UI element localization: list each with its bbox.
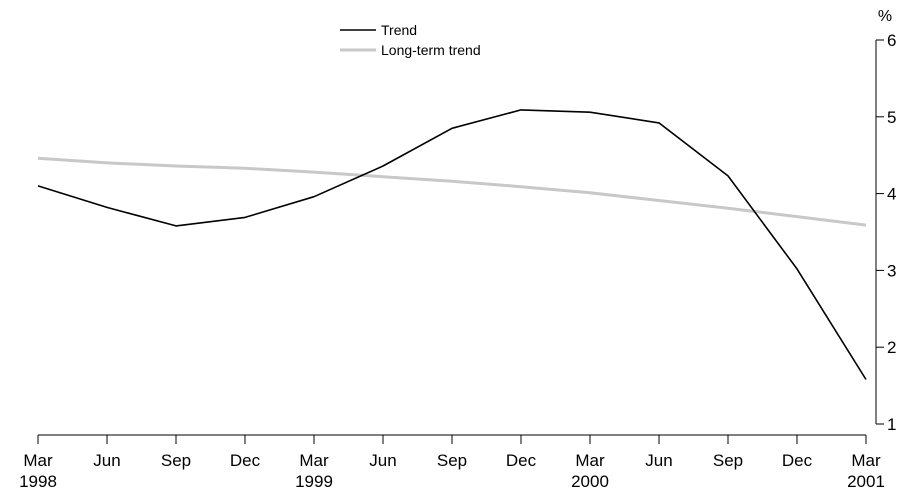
y-tick-label: 3 [887, 261, 896, 280]
y-tick-label: 2 [887, 338, 896, 357]
chart-axes [38, 40, 877, 436]
legend-label-long-term-trend: Long-term trend [381, 42, 481, 58]
series-line-trend [37, 109, 867, 380]
y-axis-ticks: 1 2 3 4 5 6 [876, 31, 896, 434]
x-tick-label: Mar [299, 451, 329, 470]
x-tick-label: Dec [782, 451, 813, 470]
y-tick-label: 4 [887, 185, 896, 204]
x-tick-label: Dec [230, 451, 261, 470]
x-tick-label: Dec [506, 451, 537, 470]
x-year-label: 1999 [295, 472, 333, 491]
y-tick-label: 5 [887, 108, 896, 127]
x-tick-label: Mar [851, 451, 881, 470]
y-axis-unit-label: % [878, 8, 892, 25]
x-year-label: 1998 [19, 472, 57, 491]
x-tick-label: Jun [369, 451, 396, 470]
x-tick-label: Sep [161, 451, 191, 470]
x-year-label: 2001 [847, 472, 885, 491]
x-tick-label: Mar [23, 451, 53, 470]
x-axis-ticks: Mar Jun Sep Dec Mar Jun Sep Dec Mar Jun Sep Dec Mar 1… [19, 435, 885, 491]
legend-label-trend: Trend [381, 22, 417, 38]
x-tick-label: Sep [437, 451, 467, 470]
x-year-label: 2000 [571, 472, 609, 491]
legend: Trend Long-term trend [340, 22, 481, 58]
x-tick-label: Sep [713, 451, 743, 470]
series-line-long-term-trend [37, 156, 867, 227]
series-layer [37, 109, 867, 380]
y-tick-label: 1 [887, 415, 896, 434]
x-tick-label: Jun [93, 451, 120, 470]
x-tick-label: Mar [575, 451, 605, 470]
y-tick-label: 6 [887, 31, 896, 50]
x-tick-label: Jun [645, 451, 672, 470]
